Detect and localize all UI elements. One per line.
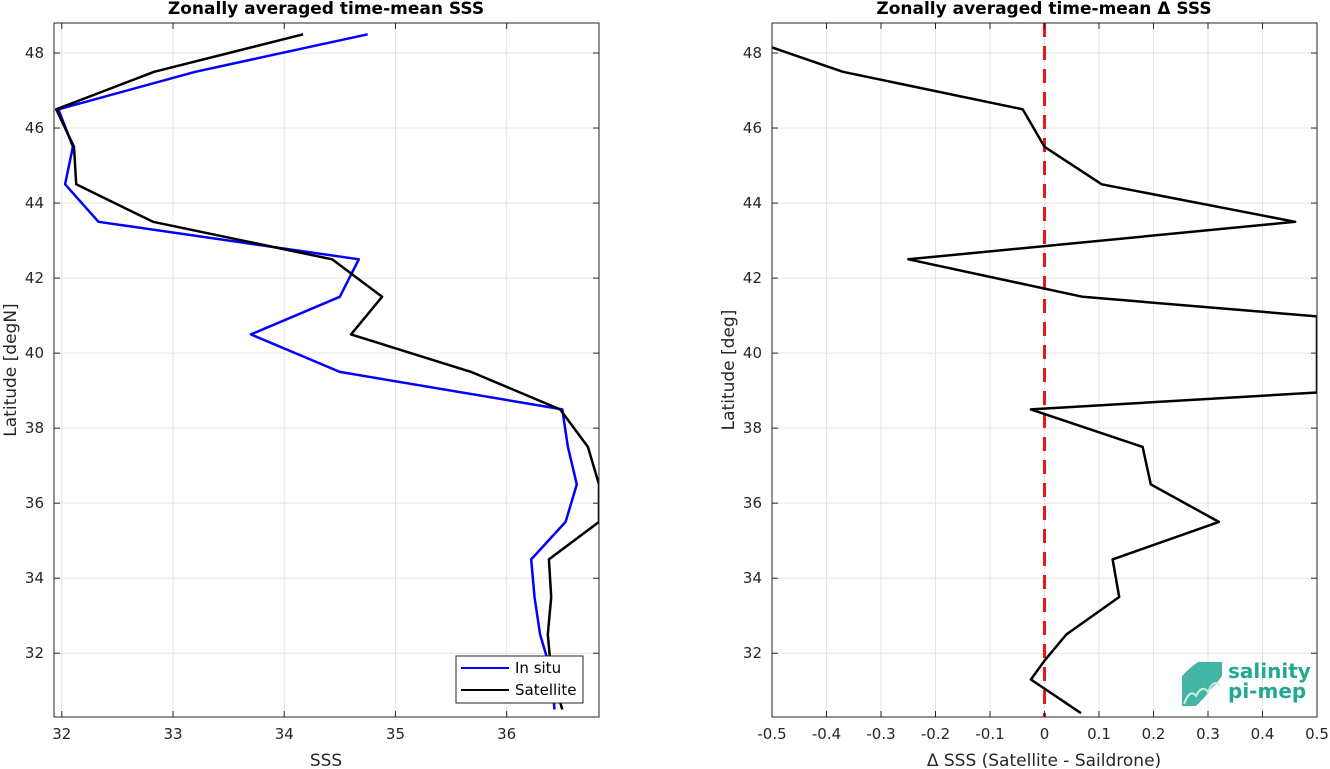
right-x-tick-label: 0 (1040, 725, 1050, 743)
left-x-tick-label: 36 (497, 725, 516, 743)
right-y-tick-label: 38 (743, 419, 762, 437)
right-x-tick-label: 0.1 (1087, 725, 1111, 743)
left-ticks: 32 33 34 35 36 32 34 36 38 40 42 44 46 48 (25, 23, 599, 743)
right-x-tick-label: -0.2 (921, 725, 950, 743)
left-y-tick-label: 32 (25, 644, 44, 662)
left-series-lines (54, 33, 599, 710)
right-x-tick-label: 0.4 (1251, 725, 1275, 743)
left-plot-area (54, 23, 599, 717)
left-grid (54, 23, 599, 717)
left-x-tick-label: 35 (386, 725, 405, 743)
right-y-tick-label: 34 (743, 569, 762, 587)
left-y-tick-label: 46 (25, 119, 44, 137)
logo-mark-waves (1183, 682, 1221, 705)
left-y-tick-label: 48 (25, 44, 44, 62)
left-y-tick-label: 38 (25, 419, 44, 437)
salinity-pi-mep-logo: salinity pi-mep (1182, 659, 1311, 706)
legend: In situ Satellite (455, 655, 584, 704)
left-x-tick-label: 32 (52, 725, 71, 743)
right-y-axis-label: Latitude [deg] (719, 310, 739, 431)
left-y-tick-label: 34 (25, 569, 44, 587)
right-ticks: -0.5 -0.4 -0.3 -0.2 -0.1 0 0.1 0.2 0.3 0.4 0.5 32 34… (743, 23, 1329, 743)
right-x-tick-label: -0.1 (975, 725, 1004, 743)
left-chart-title: Zonally averaged time-mean SSS (168, 0, 484, 19)
left-y-tick-label: 42 (25, 269, 44, 287)
right-y-tick-label: 46 (743, 119, 762, 137)
right-y-tick-label: 36 (743, 494, 762, 512)
right-x-axis-label: Δ SSS (Satellite - Saildrone) (927, 751, 1161, 769)
legend-label-in-situ: In situ (515, 659, 561, 677)
series-line-satellite (54, 33, 599, 710)
right-series-lines (772, 23, 1317, 717)
right-chart-title: Zonally averaged time-mean Δ SSS (876, 0, 1211, 19)
right-y-tick-label: 48 (743, 44, 762, 62)
right-panel: -0.5 -0.4 -0.3 -0.2 -0.1 0 0.1 0.2 0.3 0.4 0.5 32 34… (719, 0, 1329, 769)
right-y-tick-label: 32 (743, 644, 762, 662)
left-axes-box (53, 22, 600, 718)
legend-label-satellite: Satellite (515, 681, 576, 699)
left-y-tick-label: 36 (25, 494, 44, 512)
left-x-axis-label: SSS (310, 751, 342, 769)
legend-box (455, 655, 584, 704)
right-x-tick-label: -0.3 (866, 725, 895, 743)
series-line-delta-sss (772, 46, 1317, 715)
left-panel: 32 33 34 35 36 32 34 36 38 40 42 44 46 48 Zonally ave… (1, 0, 600, 769)
right-x-tick-label: -0.4 (812, 725, 841, 743)
right-x-tick-label: 0.3 (1196, 725, 1220, 743)
left-y-tick-label: 44 (25, 194, 44, 212)
right-x-tick-label: 0.2 (1142, 725, 1166, 743)
right-x-tick-label: -0.5 (757, 725, 786, 743)
left-y-tick-label: 40 (25, 344, 44, 362)
right-y-tick-label: 40 (743, 344, 762, 362)
right-y-tick-label: 44 (743, 194, 762, 212)
left-y-axis-label: Latitude [degN] (1, 303, 21, 436)
logo-text-line1: salinity (1228, 659, 1311, 683)
right-y-tick-label: 42 (743, 269, 762, 287)
left-x-tick-label: 33 (163, 725, 182, 743)
logo-mark (1182, 662, 1222, 706)
right-x-tick-label: 0.5 (1305, 725, 1329, 743)
logo-text-line2: pi-mep (1228, 679, 1306, 703)
left-x-tick-label: 34 (275, 725, 294, 743)
